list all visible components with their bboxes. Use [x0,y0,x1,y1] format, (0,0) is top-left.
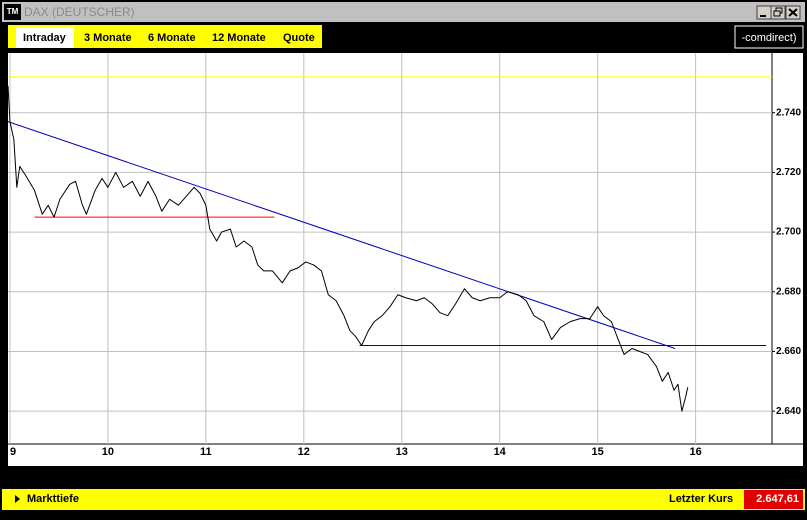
tab[interactable]: 3 Monate [84,32,132,44]
tab[interactable]: 6 Monate [148,32,196,44]
tab[interactable]: 12 Monate [212,32,266,44]
trend-line [7,121,676,349]
price-line [7,85,689,412]
x-tick-label: 16 [689,446,701,458]
x-tick-label: 14 [494,446,507,458]
y-tick-label: 2.660 [776,346,801,357]
plot: 9 10 11 12 13 14 15 16 2.640 2.660 2.680 2.700 2.720… [7,53,801,458]
x-tick-label: 9 [10,446,16,458]
logo: -comdirect) [741,32,796,44]
last-price-box [744,490,803,509]
window-buttons [756,5,801,20]
tab-bar [8,25,322,48]
logo-box [734,25,804,49]
chart-panel [8,53,803,466]
y-tick-label: 2.700 [776,227,801,238]
tab[interactable]: Quote [283,32,315,44]
x-tick-label: 12 [298,446,310,458]
x-tick-label: 15 [592,446,604,458]
last-price-label: Letzter Kurs [669,493,733,505]
expand-arrow [15,495,20,503]
app-icon [4,4,21,20]
minimize-button[interactable] [756,5,772,20]
y-tick-label: 2.680 [776,286,801,297]
y-tick-label: 2.740 [776,107,801,118]
y-tick-label: 2.720 [776,167,801,178]
y-tick-label: 2.640 [776,406,801,417]
tab[interactable]: Intraday [23,32,67,44]
close-icon [788,8,798,17]
x-tick-label: 13 [396,446,408,458]
x-tick-label: 11 [200,446,212,458]
last-price: 2.647,61 [756,493,799,505]
app-icon-text: TM [7,7,19,16]
title-bar [2,2,805,22]
window-title: DAX (DEUTSCHER) [24,5,135,19]
footer-bar [2,489,805,510]
restore-icon [773,10,781,17]
tab-active [16,27,74,48]
x-tick-label: 10 [102,446,114,458]
footer-link[interactable]: Markttiefe [27,493,79,505]
